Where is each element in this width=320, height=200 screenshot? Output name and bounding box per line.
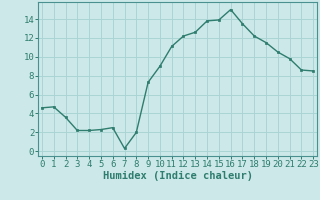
X-axis label: Humidex (Indice chaleur): Humidex (Indice chaleur) xyxy=(103,171,252,181)
